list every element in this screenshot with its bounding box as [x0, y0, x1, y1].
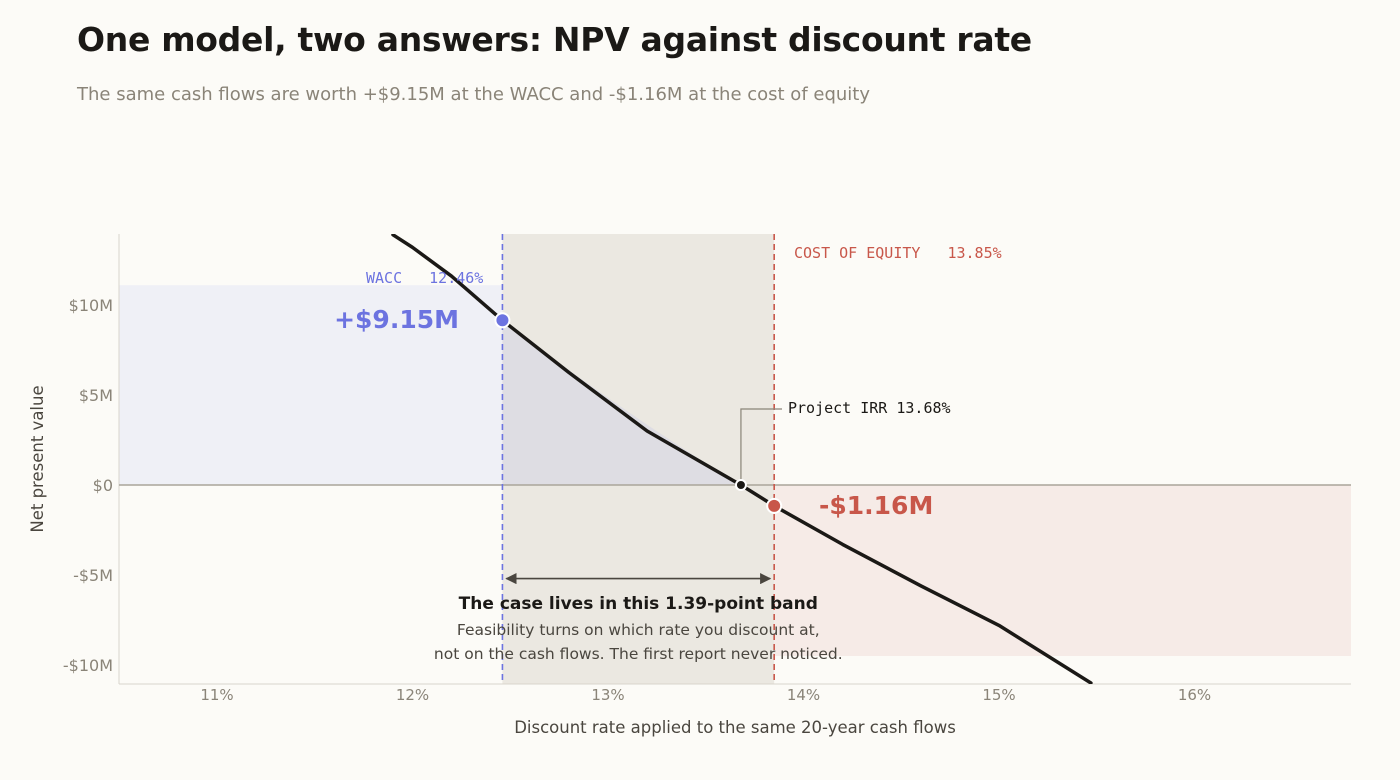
irr-label: Project IRR 13.68% — [788, 399, 951, 417]
wacc-label-name: WACC — [366, 269, 402, 287]
positive-npv-region — [119, 285, 503, 485]
cost-of-equity-npv-value: -$1.16M — [819, 491, 933, 520]
y-tick-labels: $10M $5M $0 -$5M -$10M — [63, 296, 113, 675]
x-tick-label: 12% — [396, 686, 429, 704]
y-tick-label: $5M — [79, 386, 113, 405]
x-tick-labels: 11% 12% 13% 14% 15% 16% — [200, 686, 1211, 704]
band-note-line-2: not on the cash flows. The first report … — [434, 645, 843, 663]
y-tick-label: $0 — [93, 476, 113, 495]
y-axis-label: Net present value — [28, 385, 47, 532]
negative-npv-region — [774, 485, 1351, 656]
x-tick-label: 11% — [200, 686, 233, 704]
cost-of-equity-label-name: COST OF EQUITY — [794, 244, 920, 262]
band-headline: The case lives in this 1.39-point band — [459, 594, 818, 614]
irr-point — [734, 479, 747, 491]
irr-leader-line — [740, 408, 782, 485]
wacc-label: WACC 12.46% — [366, 269, 483, 287]
x-tick-label: 14% — [787, 686, 820, 704]
wacc-npv-point — [494, 312, 511, 329]
y-tick-label: -$5M — [73, 566, 113, 585]
x-tick-label: 13% — [591, 686, 624, 704]
y-tick-label: $10M — [69, 296, 113, 315]
wacc-label-rate: 12.46% — [429, 269, 483, 287]
npv-curve — [391, 234, 1093, 684]
cost-of-equity-npv-point — [766, 497, 783, 514]
y-tick-label: -$10M — [63, 656, 113, 675]
x-axis-label: Discount rate applied to the same 20-yea… — [514, 718, 956, 737]
chart-subtitle: The same cash flows are worth +$9.15M at… — [77, 84, 870, 105]
cost-of-equity-label-rate: 13.85% — [947, 244, 1001, 262]
x-tick-label: 15% — [982, 686, 1015, 704]
cost-of-equity-label: COST OF EQUITY 13.85% — [794, 244, 1002, 262]
chart-title: One model, two answers: NPV against disc… — [77, 20, 1032, 59]
x-tick-label: 16% — [1178, 686, 1211, 704]
band-note-line-1: Feasibility turns on which rate you disc… — [457, 621, 820, 639]
wacc-npv-value: +$9.15M — [334, 305, 459, 334]
wacc-to-irr-shading — [502, 320, 741, 485]
